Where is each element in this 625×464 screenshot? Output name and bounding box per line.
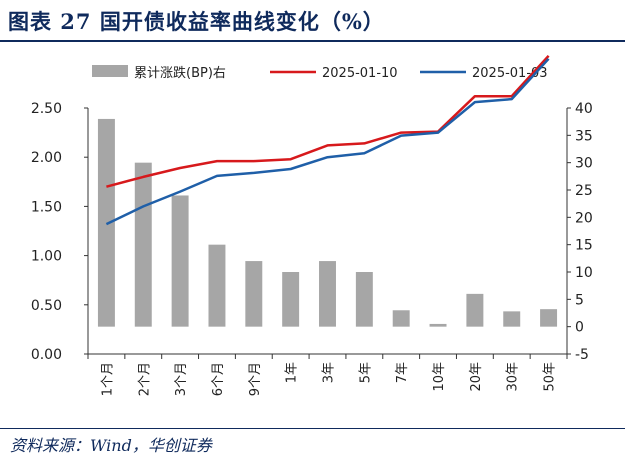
x-category-label: 3年	[322, 362, 337, 383]
bar	[282, 272, 300, 327]
legend-swatch-bar	[92, 65, 128, 77]
x-category-label: 30年	[506, 362, 521, 392]
left-tick-label: 0.50	[31, 298, 62, 314]
right-tick-label: 10	[575, 265, 593, 281]
bar	[466, 293, 484, 327]
bar	[171, 195, 189, 327]
x-category-label: 2个月	[137, 362, 152, 396]
left-tick-label: 2.50	[31, 101, 62, 117]
x-category-label: 50年	[543, 362, 558, 392]
left-tick-label: 0.00	[31, 347, 62, 363]
chart-legend: 累计涨跌(BP)右 2025-01-10 2025-01-03	[92, 65, 548, 81]
x-category-label: 5年	[358, 362, 373, 383]
bar	[208, 244, 226, 327]
right-tick-label: 40	[575, 101, 593, 117]
bar	[355, 272, 373, 327]
title-divider	[0, 40, 625, 42]
legend-label: 累计涨跌(BP)右	[134, 65, 226, 81]
right-tick-label: -5	[575, 347, 589, 363]
right-tick-label: 0	[575, 320, 584, 336]
right-tick-label: 35	[575, 128, 593, 144]
bar	[319, 261, 336, 327]
line-series	[105, 54, 550, 226]
x-category-label: 1个月	[100, 362, 115, 396]
figure-title: 图表 27 国开债收益率曲线变化（%）	[8, 9, 385, 34]
right-tick-label: 5	[575, 292, 584, 308]
series-line-2025-01-10	[106, 54, 550, 188]
legend-label: 2025-01-10	[322, 66, 398, 81]
bar	[134, 162, 152, 327]
left-tick-label: 2.00	[31, 150, 62, 166]
left-tick-label: 1.50	[31, 199, 62, 215]
footer-divider	[0, 428, 625, 429]
x-category-label: 1年	[285, 362, 300, 383]
bar	[503, 311, 521, 327]
bar	[540, 309, 558, 327]
right-tick-label: 15	[575, 238, 593, 254]
figure-header: 图表 27 国开债收益率曲线变化（%）	[0, 0, 625, 40]
yield-curve-chart: 累计涨跌(BP)右 2025-01-10 2025-01-03 0.000.501.…	[31, 54, 593, 396]
bar-series	[97, 118, 558, 327]
x-category-label: 7年	[395, 362, 410, 383]
chart-axes: 0.00 0.50 1.00 1.50 2.00 2.50 -5 0 5 10 15 20 25 30 35…	[31, 101, 593, 396]
series-line-2025-01-03	[105, 57, 550, 226]
bar	[392, 310, 410, 327]
x-category-label: 9个月	[248, 362, 263, 396]
source-note: 资料来源：Wind，华创证券	[10, 436, 212, 455]
bar	[245, 261, 263, 327]
right-tick-label: 25	[575, 183, 593, 199]
right-tick-label: 20	[575, 210, 593, 226]
bar	[429, 323, 447, 327]
left-tick-label: 1.00	[31, 249, 62, 265]
x-category-label: 6个月	[211, 362, 226, 396]
x-category-label: 10年	[432, 362, 447, 392]
x-category-label: 20年	[469, 362, 484, 392]
x-category-label: 3个月	[174, 362, 189, 396]
right-tick-label: 30	[575, 156, 593, 172]
